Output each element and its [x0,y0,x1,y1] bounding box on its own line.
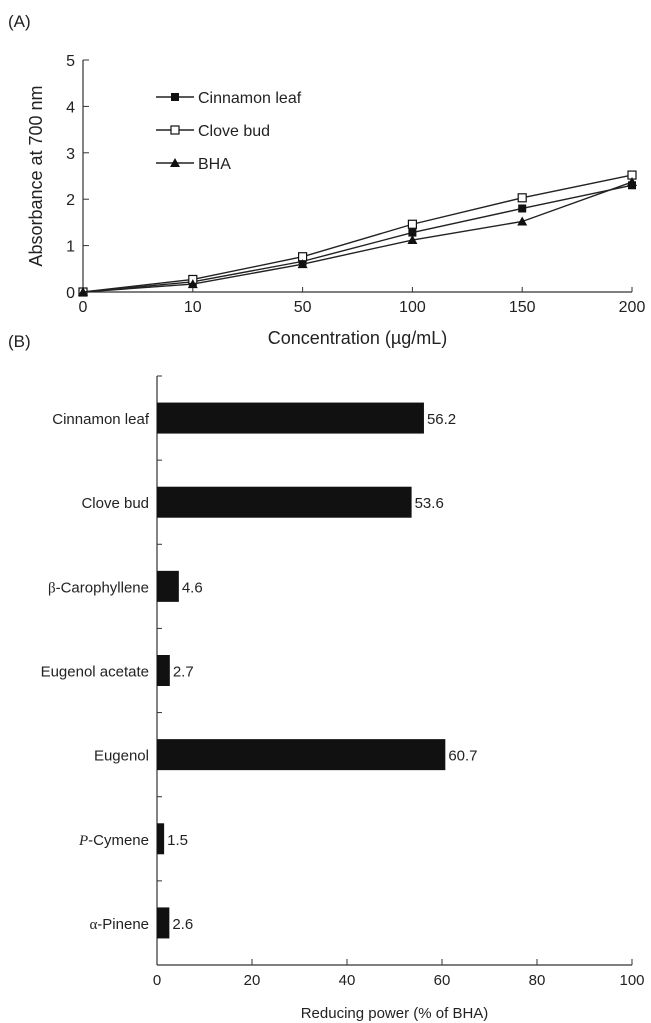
bar-value-label: 4.6 [182,579,203,596]
panel-b-label: (B) [8,332,31,351]
x-tick-label: 10 [184,299,202,316]
x-tick-label: 50 [294,299,312,316]
x-tick-label: 20 [244,972,261,989]
panel-a-label: (A) [8,12,31,31]
x-axis-title: Concentration (µg/mL) [268,328,447,348]
bar-value-label: 2.6 [172,916,193,933]
x-tick-label: 60 [434,972,451,989]
bar-value-label: 53.6 [415,495,444,512]
series-2 [78,170,637,297]
category-label: Clove bud [81,495,149,512]
legend-label: Clove bud [198,123,270,140]
series-1 [79,181,636,296]
y-tick-label: 1 [66,239,75,256]
category-label: Eugenol [94,748,149,765]
data-point [187,279,198,289]
legend-label: Cinnamon leaf [198,90,302,107]
series-line [82,181,633,293]
data-point [408,228,417,237]
bar [157,402,424,434]
x-tick-label: 150 [509,299,536,316]
bar [157,486,412,518]
bar-group: 4.6 β-Carophyllene [48,570,203,602]
x-tick-label: 80 [529,972,546,989]
y-tick-label: 3 [66,146,75,163]
x-axis-title: Reducing power (% of BHA) [301,1005,489,1022]
bar [157,823,165,855]
legend-marker [170,125,180,135]
bar-group: 1.5 P-Cymene [78,823,188,855]
legend-label: BHA [198,156,231,173]
bar-chart: 0 20 40 60 80 100 56.2 Cinnamon leaf 53.6 Clove b… [41,375,645,1022]
y-tick-label: 2 [66,192,75,209]
y-axis-title: Absorbance at 700 nm [26,85,46,266]
y-tick-label: 4 [66,99,75,116]
legend-entry: Cinnamon leaf [156,90,302,107]
data-point [297,259,308,269]
bar-value-label: 2.7 [173,664,194,681]
x-tick-label: 0 [79,299,88,316]
bar-group: 53.6 Clove bud [81,486,444,518]
legend-entry: BHA [156,156,231,173]
bar [157,570,179,602]
data-point [627,177,637,187]
x-tick-label: 200 [619,299,646,316]
x-tick-label: 0 [153,972,161,989]
data-point [407,235,418,245]
bar-group: 56.2 Cinnamon leaf [52,402,456,434]
bar-group: 2.6 α-Pinene [89,907,193,939]
y-tick-label: 0 [66,285,75,302]
series-3 [78,177,637,296]
legend-marker [170,158,180,167]
bar [157,655,170,686]
category-label: α-Pinene [89,916,149,933]
category-label: Eugenol acetate [41,664,149,681]
legend-entry: Clove bud [156,123,270,140]
series-line [82,174,633,293]
category-label: β-Carophyllene [48,579,149,596]
bar [157,739,446,771]
series-line [82,184,633,293]
x-tick-label: 40 [339,972,356,989]
bar [157,907,170,939]
x-tick-label: 100 [399,299,426,316]
legend-marker [171,93,179,101]
data-point [407,219,417,229]
bar-group: 2.7 Eugenol acetate [41,655,194,686]
bar-value-label: 60.7 [448,748,477,765]
data-point [518,204,527,213]
data-point [78,287,88,296]
bar-group: 60.7 Eugenol [94,739,478,771]
x-tick-label: 100 [619,972,644,989]
y-tick-label: 5 [66,53,75,70]
data-point [517,216,528,226]
bar-value-label: 56.2 [427,411,456,428]
data-point [517,193,527,203]
bar-value-label: 1.5 [167,832,188,849]
category-label: Cinnamon leaf [52,411,150,428]
category-label: P-Cymene [78,832,149,849]
